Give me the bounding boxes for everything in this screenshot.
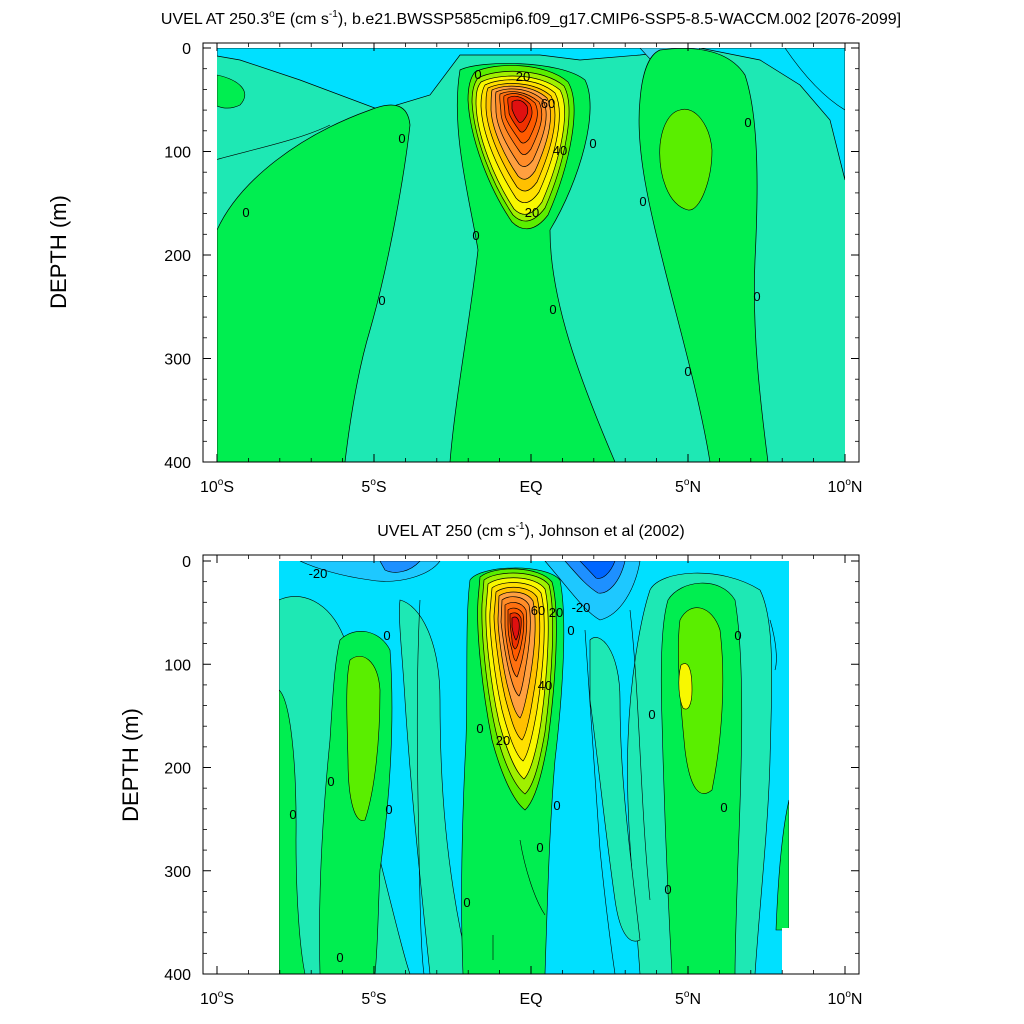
x-tick-label: 5oN (675, 989, 701, 1008)
bot-region-10-left (346, 655, 381, 821)
contour-label: 0 (472, 228, 479, 243)
bottom-title: UVEL AT 250 (cm s-1), Johnson et al (200… (377, 521, 684, 540)
contour-label: 0 (734, 628, 741, 643)
top-region-pos-left (217, 104, 411, 462)
bot-region-zero-center (589, 637, 641, 942)
contour-label: 0 (589, 136, 596, 151)
top-region-pos-topleft (217, 74, 246, 109)
bottom-extra-lines (416, 599, 777, 974)
contour-label: 0 (398, 131, 405, 146)
contour-label: 0 (553, 798, 560, 813)
bottom-contour-labels: -20 -20 60 20 0 0 0 40 0 20 0 0 0 0 0 0 … (289, 566, 741, 965)
bottom-ylabel: DEPTH (m) (118, 708, 143, 822)
contour-label: 0 (648, 707, 655, 722)
top-region-pos-right-inner (659, 108, 713, 211)
contour-label: 20 (516, 69, 530, 84)
contour-label: 60 (531, 603, 545, 618)
contour-label: 0 (242, 205, 249, 220)
contour-label: 0 (536, 840, 543, 855)
contour-label: 0 (474, 67, 481, 82)
bottom-missing-notch (782, 928, 790, 974)
x-tick-label: EQ (519, 479, 542, 496)
bottom-contour-field: -20 -20 60 20 0 0 0 40 0 20 0 0 0 0 0 0 … (279, 561, 789, 974)
top-ylabel: DEPTH (m) (46, 195, 71, 309)
contour-label: 0 (336, 950, 343, 965)
contour-label: 20 (549, 605, 563, 620)
y-tick-label: 0 (182, 554, 191, 571)
y-tick-label: 200 (164, 761, 191, 778)
x-tick-label: 10oN (828, 477, 863, 496)
contour-label: 0 (289, 807, 296, 822)
contour-label: 20 (525, 205, 539, 220)
contour-label: 0 (720, 800, 727, 815)
x-tick-label: EQ (519, 991, 542, 1008)
x-tick-label: 10oN (828, 989, 863, 1008)
contour-label: 0 (567, 623, 574, 638)
x-tick-label: 10oS (200, 989, 234, 1008)
top-jet-core (467, 65, 575, 230)
top-panel: UVEL AT 250.3oE (cm s-1), b.e21.BWSSP585… (46, 9, 901, 496)
contour-label: -20 (572, 600, 591, 615)
y-tick-label: 400 (164, 967, 191, 984)
bottom-panel: UVEL AT 250 (cm s-1), Johnson et al (200… (118, 521, 862, 1008)
contour-label: 0 (378, 293, 385, 308)
y-tick-label: 100 (164, 657, 191, 674)
y-tick-label: 0 (182, 41, 191, 58)
y-tick-label: 400 (164, 455, 191, 472)
bot-region-20-right (678, 663, 693, 710)
contour-label: 0 (684, 364, 691, 379)
contour-label: 60 (541, 96, 555, 111)
x-tick-label: 5oS (361, 989, 386, 1008)
top-contour-labels: 0 20 60 0 40 0 0 20 0 0 0 0 0 0 0 (242, 67, 760, 379)
y-tick-label: 300 (164, 352, 191, 369)
contour-label: 40 (538, 678, 552, 693)
contour-label: 40 (553, 143, 567, 158)
contour-label: 0 (639, 194, 646, 209)
bottom-jet-core (477, 568, 557, 811)
contour-label: 0 (385, 802, 392, 817)
y-tick-label: 200 (164, 248, 191, 265)
contour-label: -20 (309, 566, 328, 581)
contour-label: 0 (664, 882, 671, 897)
contour-label: 0 (476, 721, 483, 736)
bot-region-pos-farleft (279, 689, 306, 974)
contour-label: 0 (744, 115, 751, 130)
top-title: UVEL AT 250.3oE (cm s-1), b.e21.BWSSP585… (161, 9, 901, 28)
contour-label: 0 (383, 628, 390, 643)
x-tick-label: 5oS (361, 477, 386, 496)
contour-label: 0 (463, 895, 470, 910)
top-contour-field: 0 20 60 0 40 0 0 20 0 0 0 0 0 0 0 (217, 48, 845, 462)
y-tick-label: 100 (164, 145, 191, 162)
y-tick-label: 300 (164, 864, 191, 881)
bot-region-pos-right-edge (775, 799, 789, 931)
top-extra-lines (217, 48, 845, 160)
x-tick-label: 10oS (200, 477, 234, 496)
x-tick-label: 5oN (675, 477, 701, 496)
top-region-neg-surface (217, 48, 845, 181)
bot-region-neg-40 (579, 561, 616, 579)
bot-region-neg-20-b (379, 561, 421, 573)
contour-label: 20 (496, 733, 510, 748)
contour-label: 0 (549, 302, 556, 317)
contour-label: 0 (753, 289, 760, 304)
contour-label: 0 (327, 774, 334, 789)
